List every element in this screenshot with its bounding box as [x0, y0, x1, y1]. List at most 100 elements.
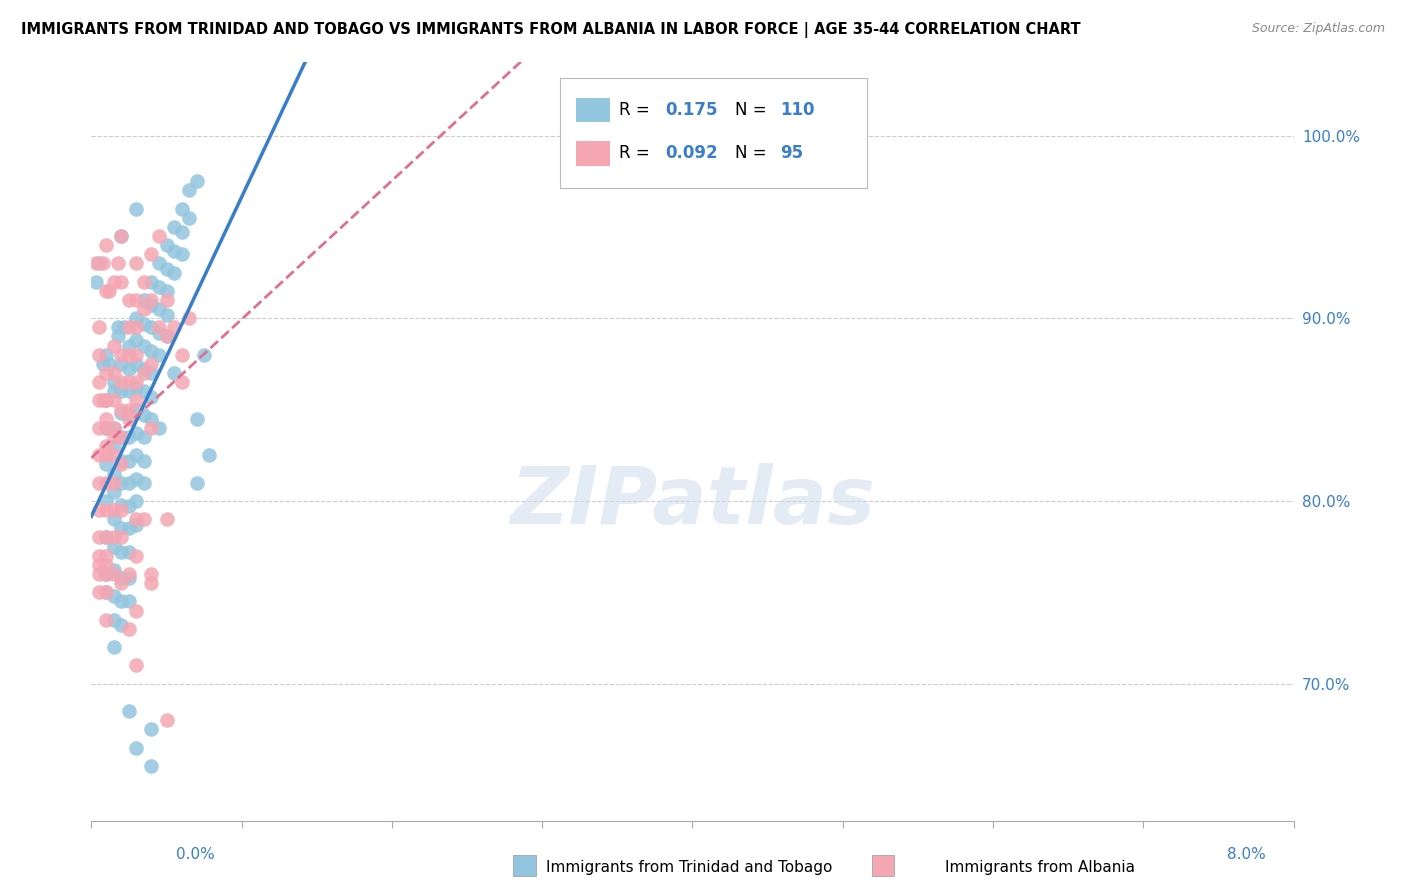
Point [125, 202, 148, 216]
Point [107, 320, 129, 334]
Point [110, 384, 132, 399]
Point [155, 713, 177, 727]
Point [103, 467, 125, 481]
Point [96, 566, 118, 581]
Point [132, 362, 155, 376]
Point [132, 275, 155, 289]
Point [103, 613, 125, 627]
Point [87, 549, 110, 563]
Point [110, 229, 132, 244]
Point [170, 202, 193, 216]
Point [118, 375, 141, 389]
Point [96, 458, 118, 472]
Point [96, 393, 118, 408]
Point [125, 494, 148, 508]
Point [186, 174, 208, 188]
Point [110, 430, 132, 444]
FancyBboxPatch shape [576, 141, 610, 166]
Point [148, 229, 170, 244]
Point [96, 585, 118, 599]
Point [96, 475, 118, 490]
Point [125, 333, 148, 347]
Point [118, 348, 141, 362]
Point [87, 566, 110, 581]
Point [96, 448, 118, 462]
Point [148, 348, 170, 362]
Point [125, 472, 148, 486]
Point [132, 430, 155, 444]
Point [96, 549, 118, 563]
Text: IMMIGRANTS FROM TRINIDAD AND TOBAGO VS IMMIGRANTS FROM ALBANIA IN LABOR FORCE | : IMMIGRANTS FROM TRINIDAD AND TOBAGO VS I… [21, 22, 1081, 38]
Text: N =: N = [734, 101, 772, 120]
Point [103, 393, 125, 408]
Point [118, 704, 141, 718]
Point [87, 531, 110, 545]
Point [110, 430, 132, 444]
Point [155, 293, 177, 307]
Point [141, 723, 163, 737]
Point [87, 375, 110, 389]
Point [110, 576, 132, 591]
Point [110, 571, 132, 585]
Point [141, 366, 163, 380]
Point [163, 320, 186, 334]
Point [163, 219, 186, 234]
Point [155, 512, 177, 526]
Point [103, 421, 125, 435]
Point [110, 402, 132, 417]
Point [96, 503, 118, 517]
Point [96, 284, 118, 298]
Point [163, 244, 186, 258]
Point [96, 558, 118, 572]
Point [118, 320, 141, 334]
Point [114, 320, 136, 334]
Point [96, 566, 118, 581]
Point [96, 613, 118, 627]
Point [148, 320, 170, 334]
Point [118, 408, 141, 422]
Point [141, 421, 163, 435]
Point [110, 498, 132, 512]
Text: Source: ZipAtlas.com: Source: ZipAtlas.com [1251, 22, 1385, 36]
Point [110, 545, 132, 559]
Point [87, 320, 110, 334]
Point [103, 566, 125, 581]
Point [125, 426, 148, 441]
Point [125, 517, 148, 532]
Point [132, 366, 155, 380]
Point [103, 375, 125, 389]
Text: 8.0%: 8.0% [1226, 847, 1265, 862]
Point [103, 512, 125, 526]
Point [132, 317, 155, 331]
Point [96, 531, 118, 545]
Point [125, 740, 148, 755]
Point [163, 366, 186, 380]
Point [132, 512, 155, 526]
Point [125, 375, 148, 389]
Point [84, 256, 107, 270]
Point [96, 421, 118, 435]
Point [110, 458, 132, 472]
Point [103, 275, 125, 289]
Point [103, 439, 125, 453]
Point [177, 183, 200, 197]
Point [125, 402, 148, 417]
Point [132, 475, 155, 490]
Point [110, 503, 132, 517]
Point [96, 585, 118, 599]
Point [103, 430, 125, 444]
Point [118, 545, 141, 559]
Point [148, 280, 170, 294]
Point [125, 357, 148, 371]
Point [148, 421, 170, 435]
Point [170, 375, 193, 389]
Point [125, 348, 148, 362]
Point [148, 302, 170, 317]
Point [93, 393, 115, 408]
Point [125, 549, 148, 563]
Point [103, 338, 125, 352]
Point [141, 759, 163, 773]
Point [118, 521, 141, 535]
Point [103, 421, 125, 435]
Point [132, 454, 155, 468]
